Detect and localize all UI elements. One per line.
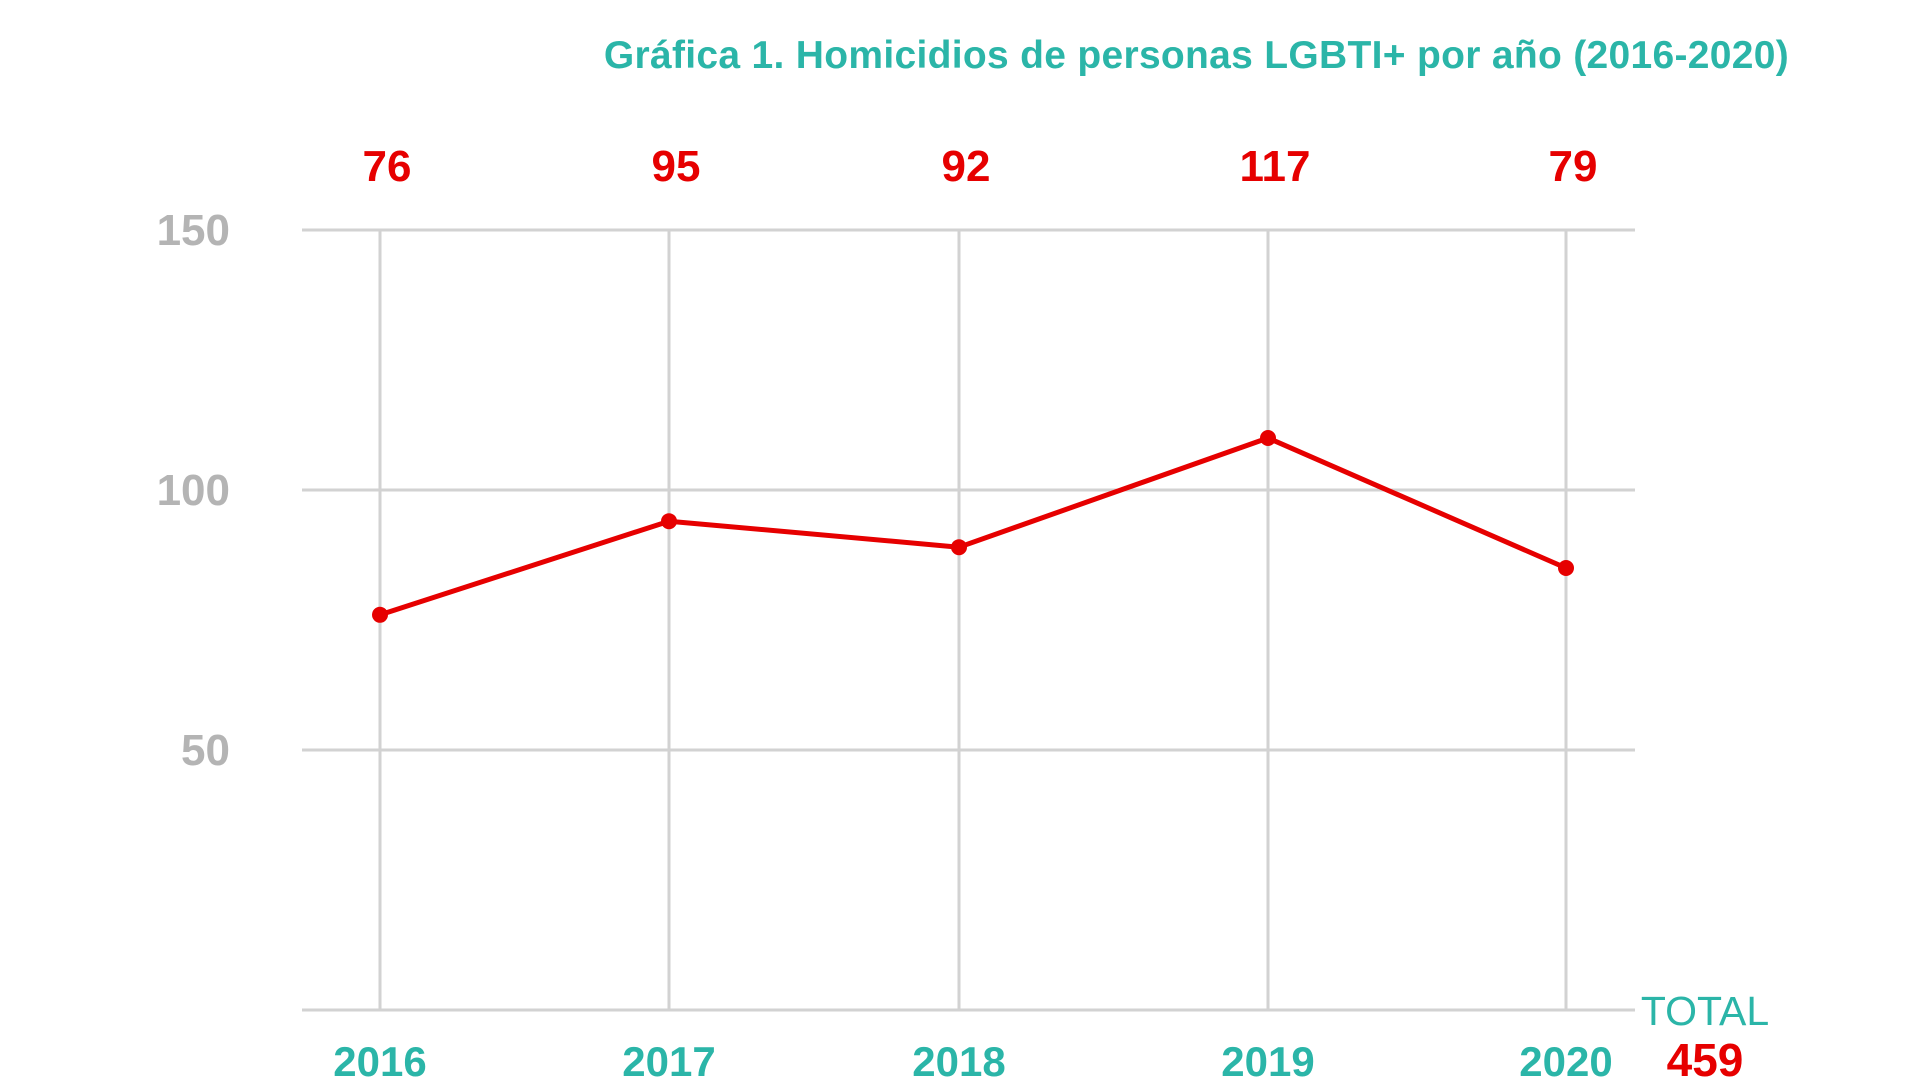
grid <box>302 228 1635 1012</box>
x-tick-label: 2020 <box>1519 1038 1612 1080</box>
data-point-2017 <box>661 513 677 530</box>
total-value: 459 <box>1667 1034 1744 1080</box>
chart-title: Gráfica 1. Homicidios de personas LGBTI+… <box>603 34 1789 77</box>
data-label: 92 <box>942 142 991 191</box>
series-line <box>379 435 1567 618</box>
data-point-2020 <box>1558 560 1574 576</box>
x-tick-label: 2019 <box>1221 1038 1314 1080</box>
data-label: 117 <box>1240 142 1311 191</box>
data-point-2019 <box>1260 430 1276 446</box>
x-tick-label: 2017 <box>622 1038 715 1080</box>
y-tick-label: 150 <box>157 206 230 255</box>
total-label: TOTAL <box>1641 988 1769 1034</box>
series-homicidios <box>372 430 1574 623</box>
x-tick-label: 2016 <box>333 1038 426 1080</box>
y-tick-label: 100 <box>157 466 230 515</box>
x-tick-label: 2018 <box>912 1038 1005 1080</box>
axis-labels: 150 100 50 2016 76 2017 95 2018 92 2019 117 2020 79 <box>157 142 1613 1080</box>
data-point-2018 <box>951 539 967 556</box>
y-tick-label: 50 <box>181 726 230 775</box>
data-label: 79 <box>1549 142 1598 191</box>
data-label: 95 <box>652 142 701 191</box>
data-point-2016 <box>372 606 388 623</box>
data-label: 76 <box>363 142 412 191</box>
